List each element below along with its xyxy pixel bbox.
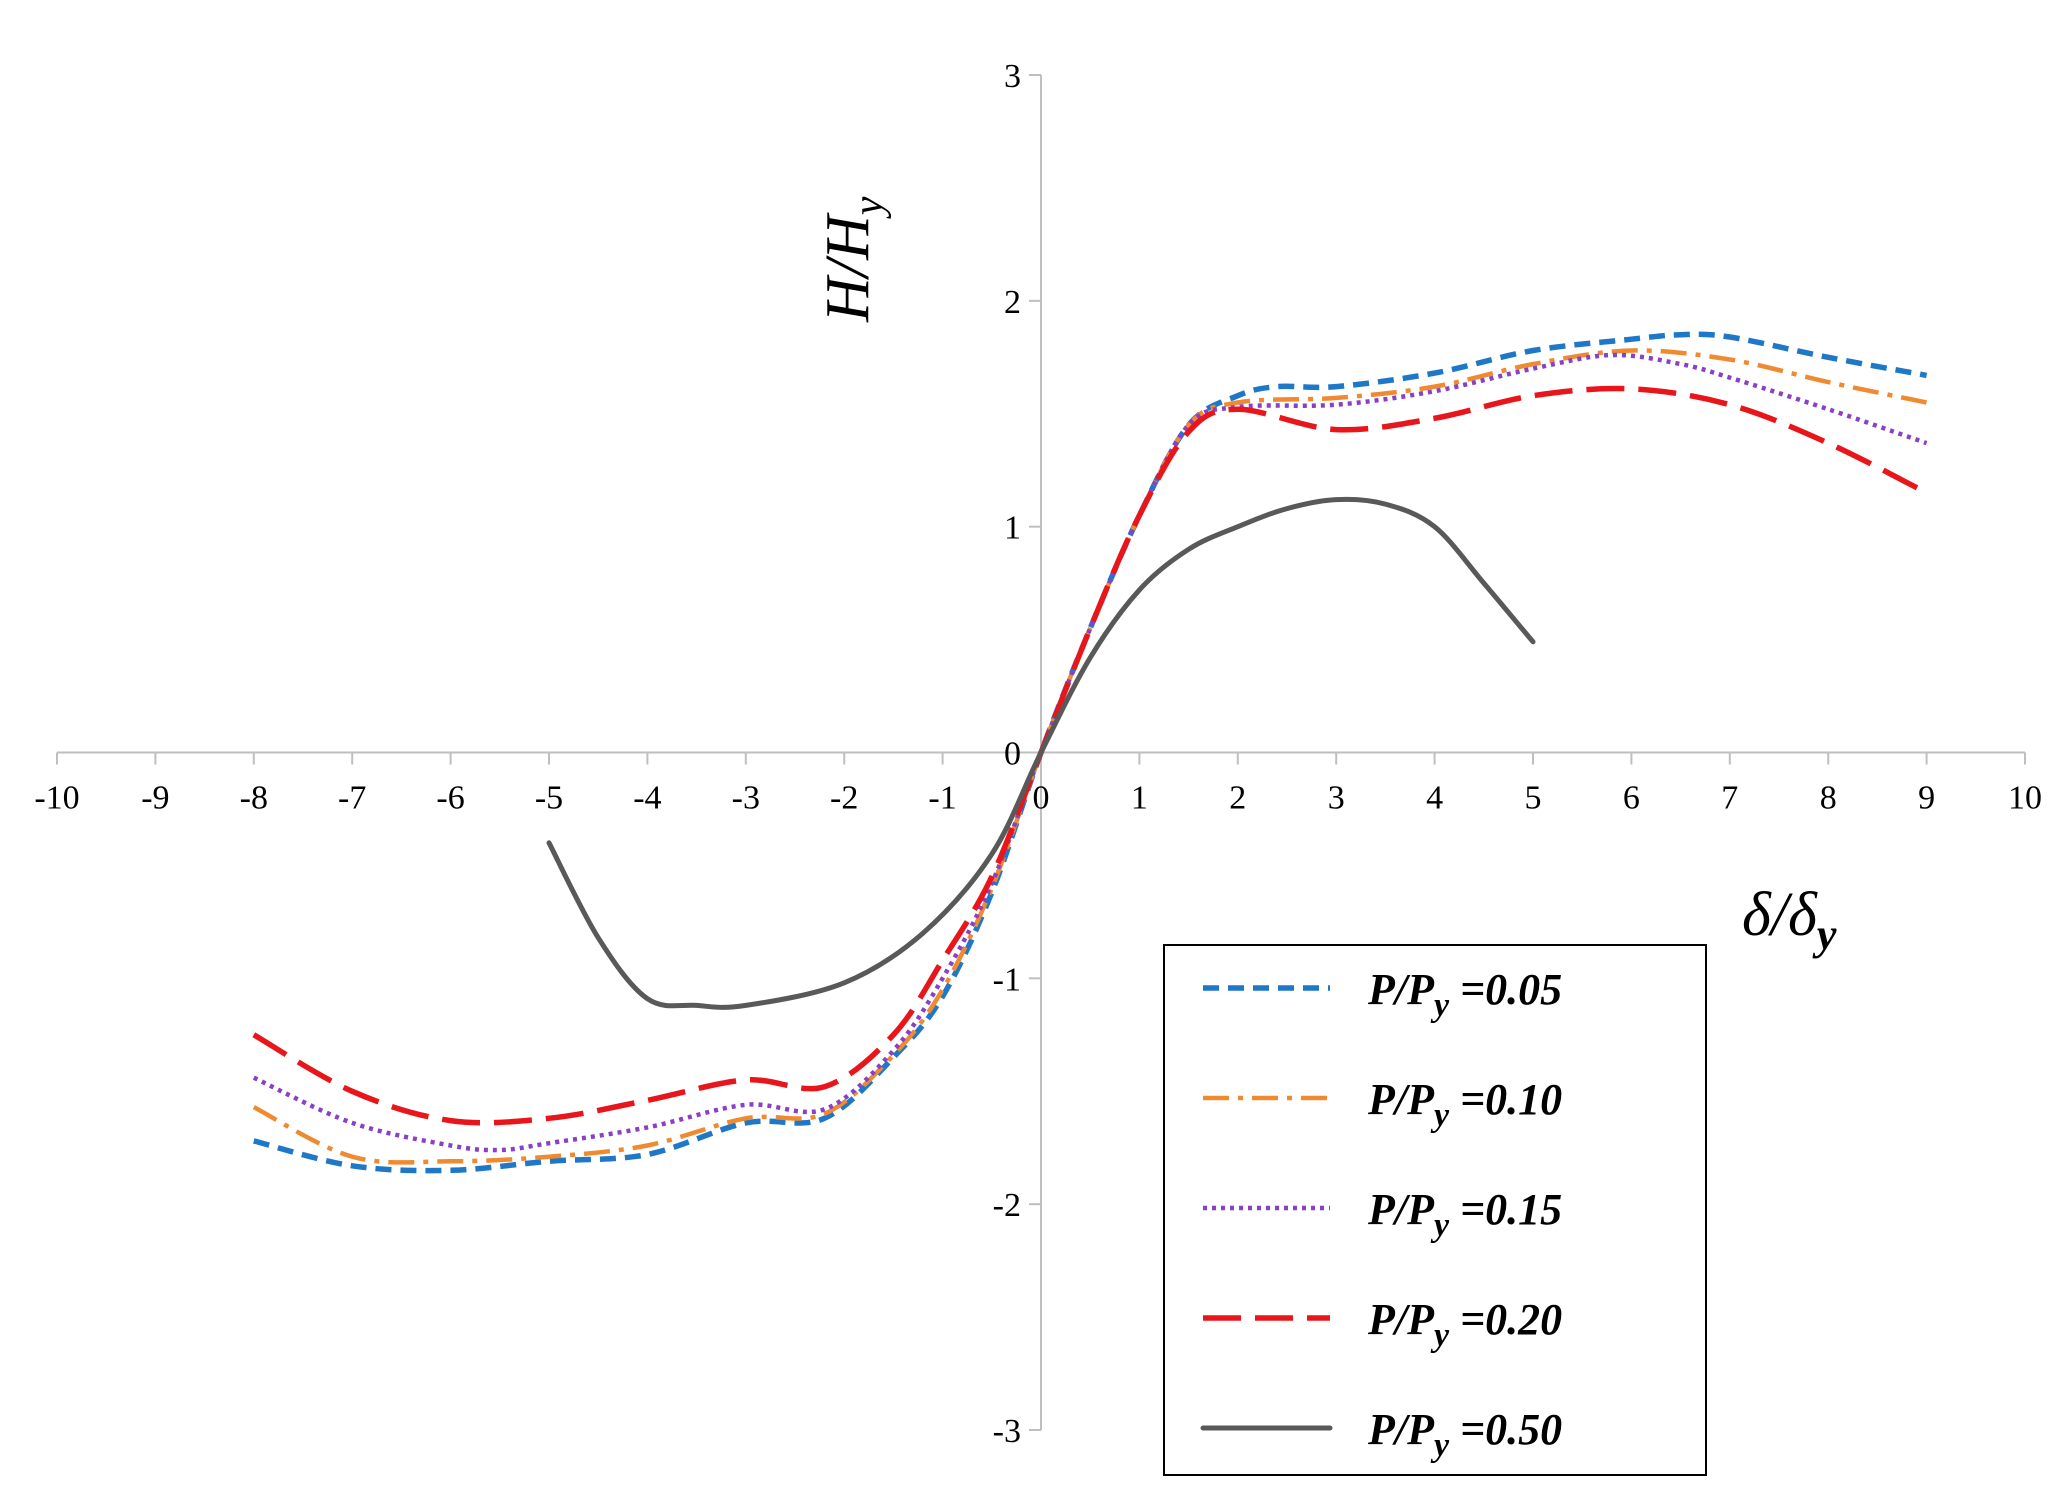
legend-label-value: =0.50 xyxy=(1449,1405,1562,1454)
x-tick-label: 9 xyxy=(1918,780,1935,817)
legend-label-sub: y xyxy=(1430,1097,1450,1134)
x-tick-label: 0 xyxy=(1033,780,1050,817)
x-axis-title: δ/δy xyxy=(1742,881,1837,959)
legend-label-base: P/P xyxy=(1367,1185,1435,1234)
x-tick-label: 2 xyxy=(1229,780,1246,817)
x-tick-label: 1 xyxy=(1131,780,1148,817)
y-tick-label: 3 xyxy=(1004,58,1021,95)
legend-label-value: =0.05 xyxy=(1449,965,1562,1014)
x-tick-label: 10 xyxy=(2008,780,2042,817)
legend-label-base: P/P xyxy=(1367,1075,1435,1124)
x-tick-label: -9 xyxy=(141,780,169,817)
x-tick-label: -8 xyxy=(240,780,268,817)
legend-label-base: P/P xyxy=(1367,965,1435,1014)
legend-label-series-0-50: P/Py =0.50 xyxy=(1367,1405,1562,1464)
legend-label-series-0-10: P/Py =0.10 xyxy=(1367,1075,1562,1134)
series-0-20-line xyxy=(252,385,1928,1126)
y-tick-label: 1 xyxy=(1004,510,1021,547)
legend-label-sub: y xyxy=(1430,1427,1450,1464)
x-ticks: -10 -9 -8 -7 -6 -5 -4 -3 -2 -1 0 1 2 3 4 5 6 7 8 9 10 xyxy=(34,752,2042,817)
x-tick-label: 6 xyxy=(1623,780,1640,817)
x-tick-label: -6 xyxy=(436,780,464,817)
y-tick-label: -2 xyxy=(993,1187,1021,1224)
series-0-10-line xyxy=(252,348,1928,1165)
y-tick-label: -3 xyxy=(993,1413,1021,1450)
x-tick-label: 8 xyxy=(1820,780,1837,817)
x-axis-title-sub: y xyxy=(1812,910,1837,959)
legend-label-base: P/P xyxy=(1367,1295,1435,1344)
x-tick-label: 5 xyxy=(1525,780,1542,817)
x-tick-label: 7 xyxy=(1721,780,1738,817)
series-0-50-line xyxy=(546,496,1536,1010)
y-axis-title-base: H/H xyxy=(814,212,882,323)
legend-entries: P/Py =0.05P/Py =0.10P/Py =0.15P/Py =0.20… xyxy=(1200,965,1562,1464)
legend: P/Py =0.05P/Py =0.10P/Py =0.15P/Py =0.20… xyxy=(1163,944,1707,1476)
legend-label-value: =0.10 xyxy=(1449,1075,1562,1124)
x-tick-label: -2 xyxy=(830,780,858,817)
y-tick-label: 0 xyxy=(1004,736,1021,773)
x-tick-label: -1 xyxy=(928,780,956,817)
y-ticks: -3 -2 -1 0 1 2 3 xyxy=(993,58,1041,1450)
x-tick-label: -3 xyxy=(732,780,760,817)
y-axis-title-sub: y xyxy=(846,196,892,219)
x-tick-label: 4 xyxy=(1426,780,1443,817)
x-tick-label: -4 xyxy=(633,780,661,817)
legend-label-value: =0.20 xyxy=(1449,1295,1562,1344)
legend-label-sub: y xyxy=(1430,1317,1450,1354)
legend-label-sub: y xyxy=(1430,987,1450,1024)
x-tick-label: -7 xyxy=(338,780,366,817)
legend-label-base: P/P xyxy=(1367,1405,1435,1454)
x-tick-label: 3 xyxy=(1328,780,1345,817)
legend-label-sub: y xyxy=(1430,1207,1450,1244)
x-axis-title-base: δ/δ xyxy=(1742,881,1818,949)
axes: -10 -9 -8 -7 -6 -5 -4 -3 -2 -1 0 1 2 3 4 5 6 7 8 9 10 -3-2-1… xyxy=(34,58,2042,1450)
legend-label-series-0-05: P/Py =0.05 xyxy=(1367,965,1562,1024)
x-tick-label: -10 xyxy=(34,780,79,817)
series-0-05-line xyxy=(253,331,1928,1174)
series-group xyxy=(252,331,1928,1174)
legend-box xyxy=(1163,944,1707,1476)
legend-label-series-0-15: P/Py =0.15 xyxy=(1367,1185,1562,1244)
y-axis-title: H/Hy xyxy=(814,196,892,323)
legend-label-value: =0.15 xyxy=(1449,1185,1562,1234)
legend-label-series-0-20: P/Py =0.20 xyxy=(1367,1295,1562,1354)
x-tick-label: -5 xyxy=(535,780,563,817)
y-tick-label: 2 xyxy=(1004,284,1021,321)
y-tick-label: -1 xyxy=(993,961,1021,998)
